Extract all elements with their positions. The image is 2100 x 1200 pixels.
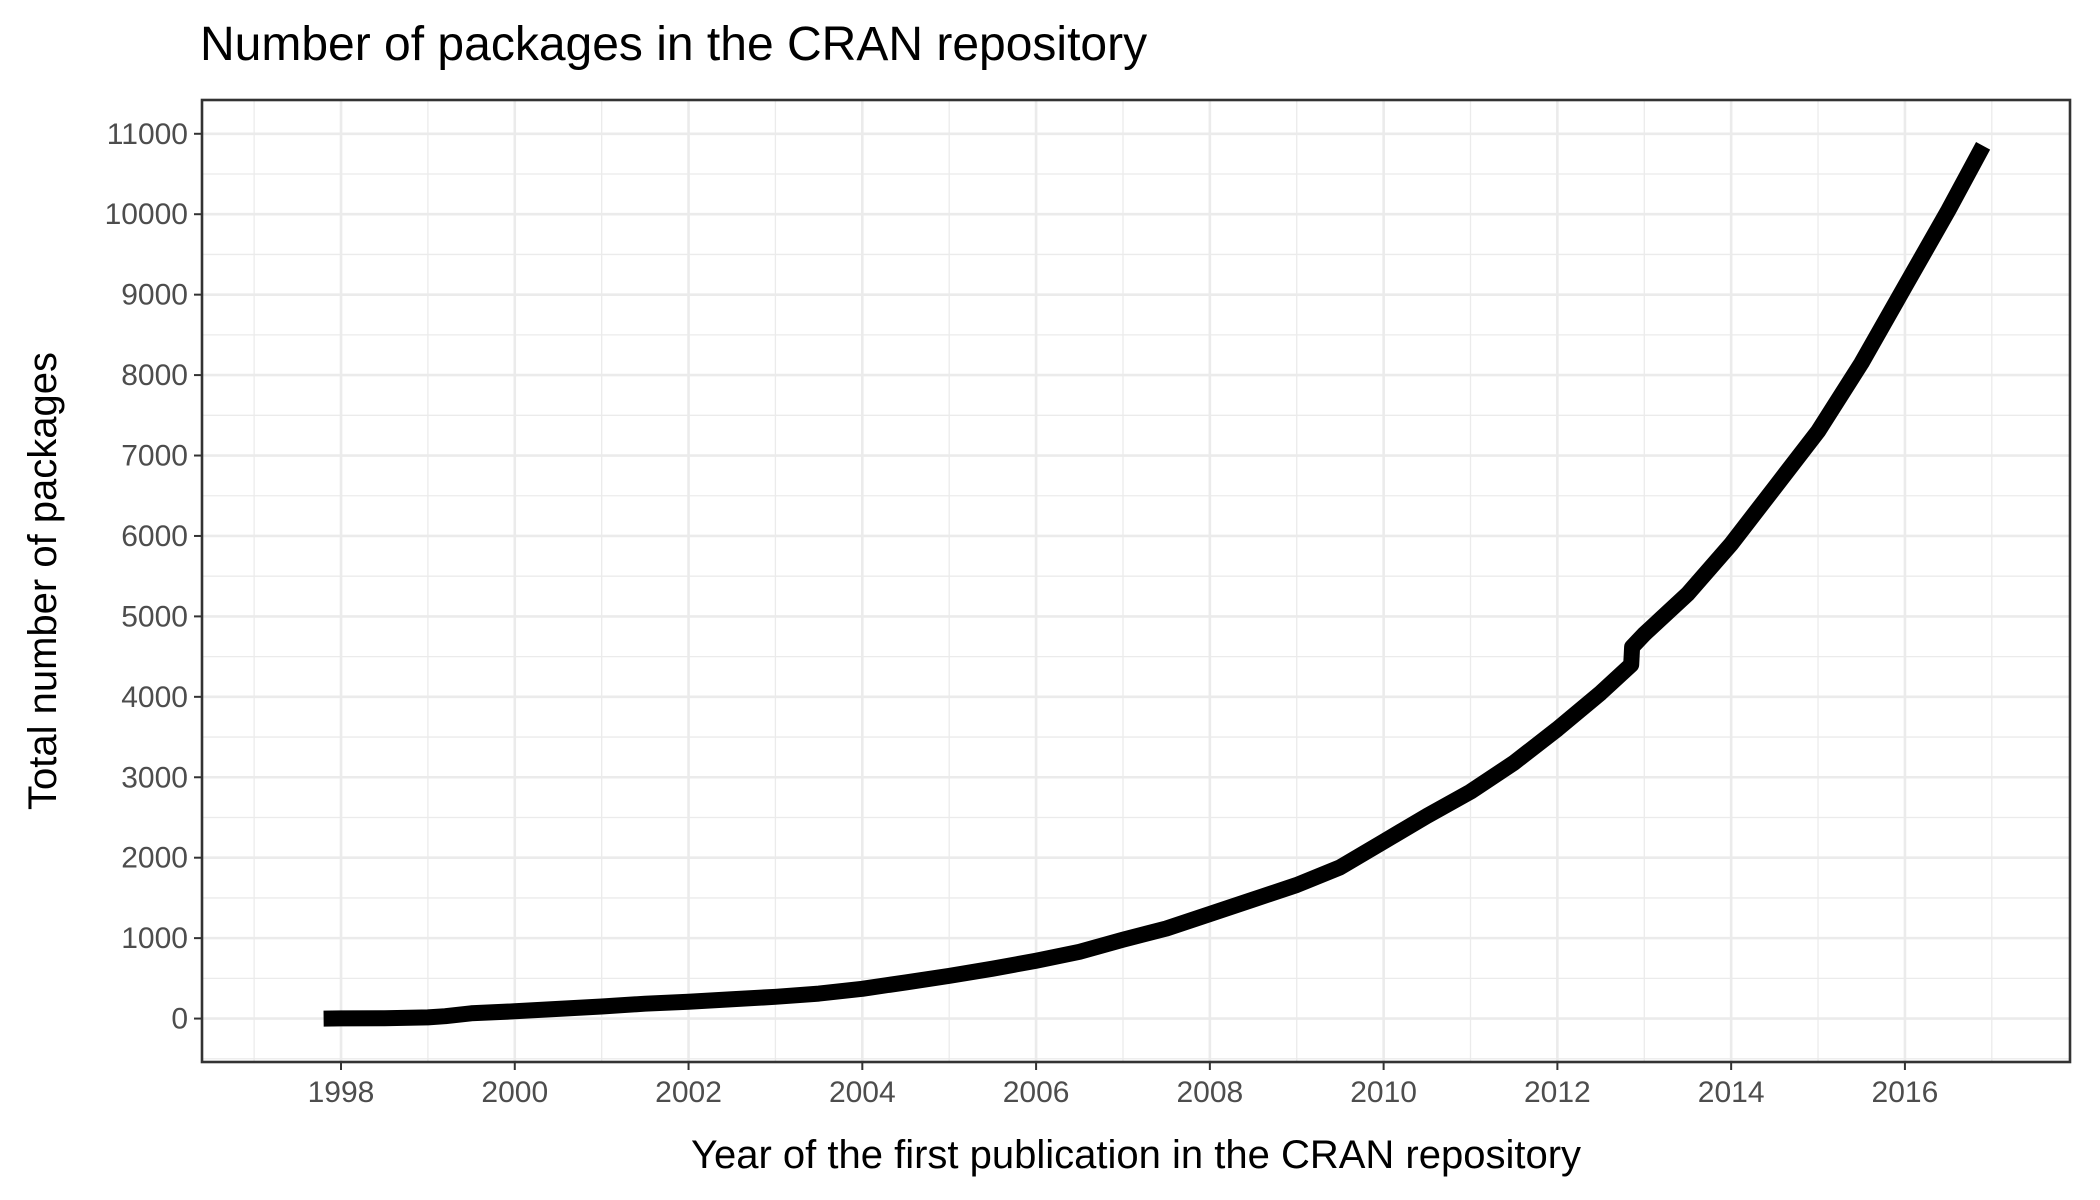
plot-panel-background (202, 100, 2070, 1062)
x-tick-label: 2000 (481, 1076, 548, 1109)
series-layer (323, 142, 1991, 1027)
y-tick-label: 4000 (121, 681, 188, 714)
axis-ticks: 1998 2000 2002 2004 2006 2008 2010 2012 2014 2016… (105, 118, 1939, 1109)
x-tick-label: 1998 (308, 1076, 375, 1109)
series-line (323, 142, 1991, 1027)
x-tick-label: 2014 (1698, 1076, 1765, 1109)
x-tick-label: 2004 (829, 1076, 896, 1109)
y-tick-label: 7000 (121, 440, 188, 473)
y-tick-label: 3000 (121, 761, 188, 794)
y-tick-label: 8000 (121, 359, 188, 392)
y-tick-label: 2000 (121, 842, 188, 875)
y-tick-label: 10000 (105, 198, 188, 231)
x-tick-label: 2012 (1524, 1076, 1591, 1109)
y-tick-label: 9000 (121, 279, 188, 312)
plot-panel-border (200, 98, 2072, 1064)
x-tick-label: 2008 (1176, 1076, 1243, 1109)
y-tick-label: 1000 (121, 922, 188, 955)
y-tick-label: 0 (171, 1003, 188, 1036)
x-tick-label: 2016 (1872, 1076, 1939, 1109)
y-tick-label: 11000 (107, 118, 188, 151)
y-axis-title: Total number of packages (21, 352, 65, 810)
x-tick-label: 2002 (655, 1076, 722, 1109)
x-tick-label: 2010 (1350, 1076, 1417, 1109)
y-tick-label: 5000 (121, 600, 188, 633)
y-tick-label: 6000 (121, 520, 188, 553)
grid (202, 100, 2070, 1062)
chart-title: Number of packages in the CRAN repositor… (200, 18, 1147, 71)
x-tick-label: 2006 (1003, 1076, 1070, 1109)
x-axis-title: Year of the first publication in the CRA… (691, 1133, 1581, 1177)
